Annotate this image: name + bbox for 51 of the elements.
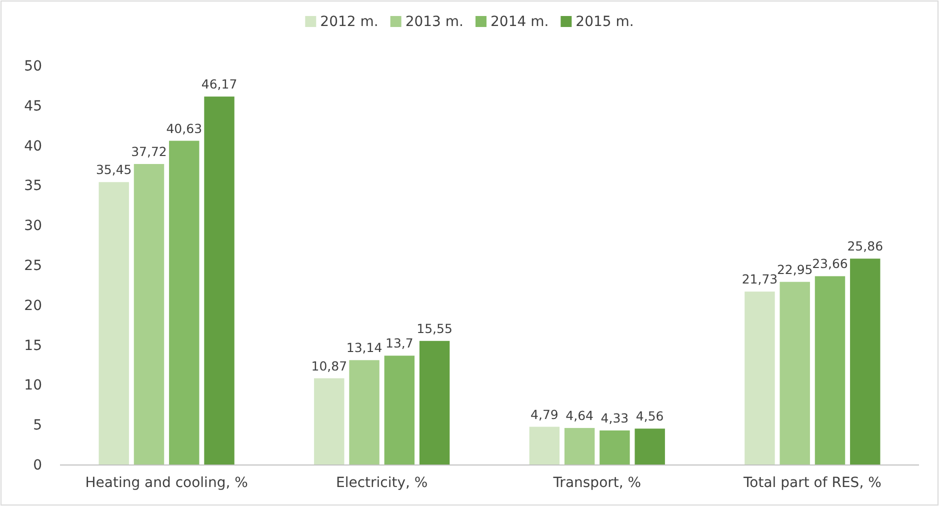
y-tick-label: 0 [33, 457, 42, 474]
y-tick-label: 50 [24, 58, 42, 74]
legend-label: 2014 m. [490, 14, 549, 30]
y-tick-label: 15 [24, 338, 42, 354]
y-tick-label: 40 [24, 138, 42, 154]
bar [419, 340, 450, 465]
bar [384, 356, 415, 465]
x-tick-label: Transport, % [552, 474, 642, 491]
data-label: 15,55 [416, 320, 452, 336]
y-tick-label: 10 [24, 378, 42, 394]
bar [600, 430, 630, 465]
legend-label: 2013 m. [405, 14, 464, 30]
bar [564, 428, 595, 465]
data-label: 40,63 [166, 120, 202, 136]
x-tick-label: Total part of RES, % [742, 474, 882, 491]
bar [134, 164, 164, 465]
bar [634, 428, 665, 465]
y-tick-label: 35 [24, 178, 42, 194]
bar [204, 96, 234, 465]
data-label: 4,56 [636, 408, 664, 424]
data-label: 4,33 [600, 410, 629, 426]
data-label: 23,66 [812, 256, 848, 272]
x-tick-label: Heating and cooling, % [85, 474, 248, 491]
data-label: 13,7 [386, 336, 414, 351]
y-tick-label: 5 [33, 418, 42, 434]
data-label: 46,17 [201, 76, 238, 92]
bar [850, 258, 880, 465]
bar [529, 426, 560, 465]
x-tick-label: Electricity, % [336, 474, 428, 491]
data-label: 13,14 [346, 340, 382, 356]
bar [314, 378, 344, 465]
data-label: 25,86 [847, 238, 884, 254]
bar [814, 276, 846, 465]
data-label: 35,45 [96, 162, 132, 178]
bar [780, 282, 810, 465]
data-label: 4,79 [530, 406, 558, 422]
bar [744, 292, 775, 465]
data-label: 10,87 [311, 358, 348, 374]
legend-label: 2015 m. [576, 14, 634, 30]
y-tick-label: 45 [24, 98, 42, 114]
data-label: 4,64 [566, 408, 594, 423]
y-tick-label: 25 [24, 258, 42, 274]
bar [349, 360, 380, 465]
data-label: 21,73 [742, 272, 778, 287]
legend-label: 2012 m. [320, 14, 378, 30]
bar [98, 182, 129, 465]
bar [169, 140, 200, 465]
data-label: 37,72 [131, 144, 167, 159]
y-tick-label: 30 [24, 218, 42, 234]
data-label: 22,95 [776, 262, 813, 277]
y-tick-label: 20 [24, 298, 42, 314]
